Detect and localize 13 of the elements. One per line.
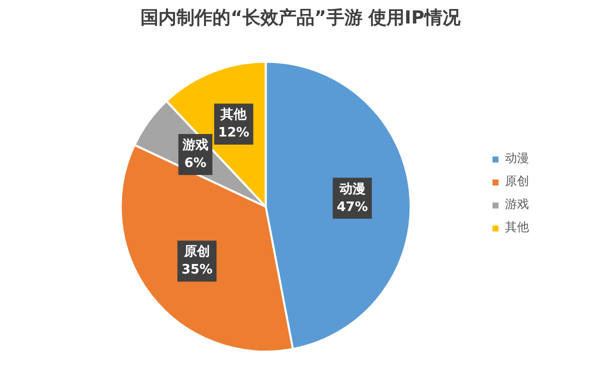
chart-title: 国内制作的“长效产品”手游 使用IP情况: [140, 8, 462, 28]
data-label: 35%: [181, 262, 213, 278]
legend-label: 其他: [505, 219, 529, 236]
slice-label: 动漫: [338, 182, 366, 197]
data-label: 47%: [336, 200, 368, 215]
slice-label: 其他: [220, 108, 248, 123]
data-label: 12%: [218, 126, 250, 141]
legend-label: 游戏: [505, 196, 529, 213]
legend-label: 原创: [505, 173, 529, 190]
data-label: 6%: [184, 156, 206, 171]
legend-label: 动漫: [505, 150, 529, 167]
slice-label: 原创: [183, 244, 210, 260]
slice-label: 游戏: [181, 138, 208, 153]
